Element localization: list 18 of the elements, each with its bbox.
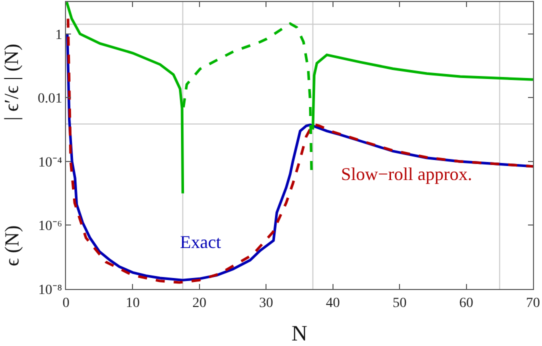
y-tick-label: 10⁻⁸ [38, 282, 62, 298]
annotation: Slow−roll approx. [341, 164, 472, 184]
x-tick-label: 70 [526, 296, 540, 311]
y-axis-title: ϵ (N) [1, 225, 24, 266]
x-tick-label: 30 [259, 296, 274, 311]
x-axis-title: N [292, 320, 308, 346]
x-tick-label: 60 [459, 296, 474, 311]
annotation: Exact [180, 232, 221, 252]
text: | ϵ′/ϵ | (N) [0, 44, 23, 121]
x-tick-label: 10 [126, 296, 140, 311]
y-tick-label: 0.01 [38, 92, 62, 107]
x-tick-label: 40 [326, 296, 340, 311]
y-tick-label: 1 [55, 28, 62, 43]
x-tick-label: 20 [192, 296, 206, 311]
y-tick-label: 10⁻⁶ [38, 219, 62, 234]
y-tick-label: 10⁻⁴ [38, 155, 62, 170]
x-tick-label: 50 [392, 296, 407, 311]
x-tick-label: 0 [62, 296, 70, 311]
